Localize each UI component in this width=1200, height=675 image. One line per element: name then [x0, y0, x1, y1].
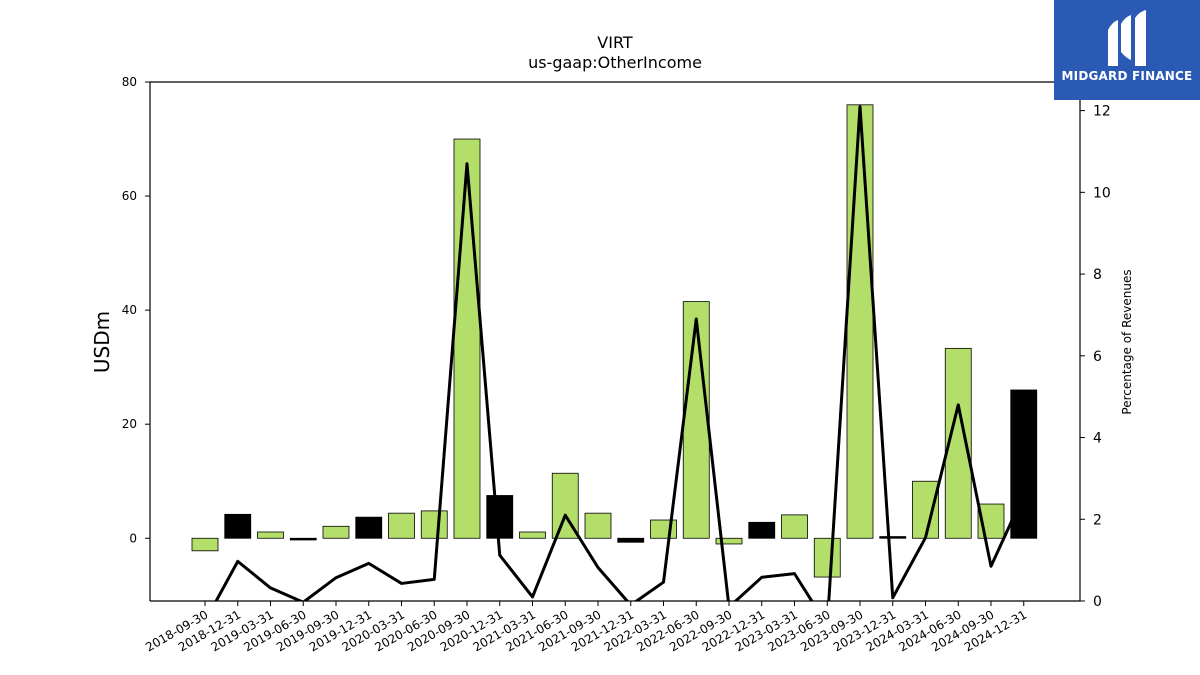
- y2-tick-label: 8: [1093, 267, 1102, 283]
- y2-axis-label: Percentage of Revenues: [1120, 269, 1134, 414]
- bar: [682, 301, 710, 539]
- bar: [453, 138, 481, 539]
- bar: [289, 537, 317, 541]
- bar: [355, 516, 383, 539]
- bar: [191, 537, 219, 552]
- bar: [584, 512, 612, 539]
- y2-tick-label: 12: [1093, 104, 1111, 120]
- bar: [879, 536, 907, 539]
- bar: [420, 510, 448, 539]
- y-tick-label: 40: [122, 303, 137, 317]
- bar: [846, 104, 874, 539]
- y-tick-label: 80: [122, 75, 137, 89]
- y2-tick-label: 0: [1093, 594, 1102, 610]
- logo-mark-icon: [1108, 10, 1146, 66]
- bar: [813, 537, 841, 578]
- y-axis-label: USDm: [90, 311, 114, 373]
- y-tick-label: 0: [129, 531, 137, 545]
- bar: [715, 537, 743, 545]
- y2-tick-label: 10: [1093, 185, 1111, 201]
- bar: [322, 525, 350, 539]
- y2-tick-label: 6: [1093, 349, 1102, 365]
- chart-subtitle: us-gaap:OtherIncome: [528, 53, 702, 72]
- bar: [781, 514, 808, 539]
- y-tick-label: 60: [122, 189, 137, 203]
- bar: [617, 537, 645, 543]
- logo-text: MIDGARD FINANCE: [1061, 69, 1193, 83]
- plot-area: 0204060800246810122018-09-302018-12-3120…: [122, 75, 1111, 654]
- bar: [486, 495, 514, 539]
- bar: [519, 531, 546, 539]
- bar: [650, 519, 677, 539]
- bar: [257, 531, 284, 539]
- bar: [224, 513, 252, 539]
- logo: MIDGARD FINANCE: [1054, 0, 1200, 100]
- bar: [912, 480, 939, 539]
- y2-tick-label: 2: [1093, 512, 1102, 528]
- series-line: [214, 105, 1026, 601]
- bar: [977, 503, 1005, 539]
- y2-tick-label: 4: [1093, 431, 1102, 447]
- y-tick-label: 20: [122, 417, 137, 431]
- bar: [388, 512, 415, 539]
- chart-title: VIRT: [597, 33, 633, 52]
- bar: [748, 521, 776, 539]
